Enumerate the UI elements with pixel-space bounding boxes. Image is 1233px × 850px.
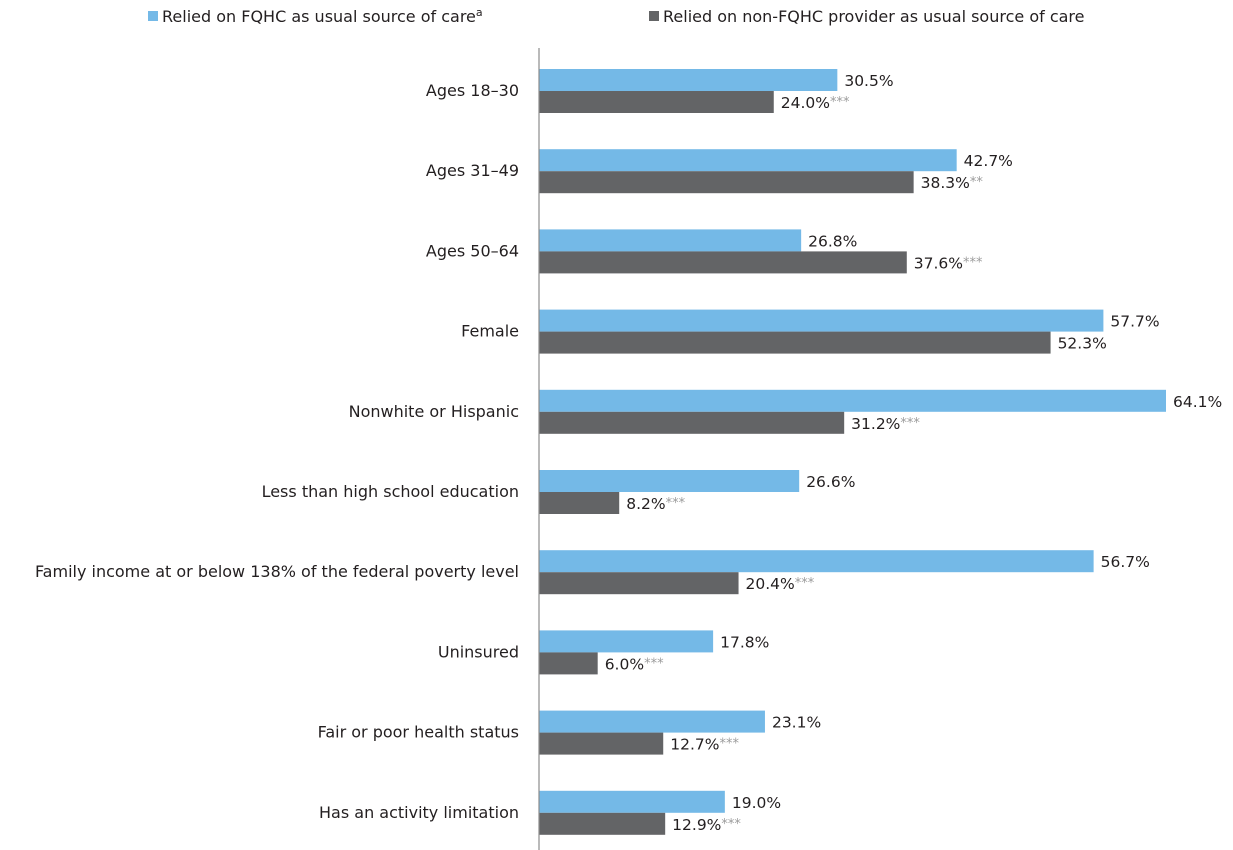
significance-marker: *** [666, 496, 686, 511]
legend-item: Relied on non-FQHC provider as usual sou… [649, 7, 1085, 26]
bar [539, 411, 845, 434]
category-label: Female [461, 322, 519, 341]
data-label: 23.1% [772, 714, 821, 732]
bar [539, 171, 914, 194]
bar [539, 69, 838, 91]
significance-marker: *** [795, 576, 815, 591]
data-label: 26.8% [808, 232, 857, 250]
bar [539, 812, 666, 835]
bar [539, 732, 664, 755]
category-group: Ages 50–64 26.8% 37.6%*** [426, 229, 983, 274]
significance-marker: *** [900, 416, 920, 431]
data-label: 31.2%*** [851, 415, 920, 433]
data-label: 8.2%*** [626, 495, 685, 513]
legend-superscript: a [476, 6, 483, 19]
data-label: 57.7% [1110, 313, 1159, 331]
data-label: 37.6%*** [914, 254, 983, 272]
data-label: 24.0%*** [781, 94, 850, 112]
category-label: Fair or poor health status [318, 723, 519, 742]
data-label: 30.5% [844, 72, 893, 90]
category-group: Family income at or below 138% of the fe… [35, 550, 1150, 595]
bar [539, 652, 598, 675]
bar [539, 630, 714, 653]
category-group: Has an activity limitation 19.0% 12.9%*** [319, 790, 781, 835]
bar [539, 389, 1166, 412]
category-group: Less than high school education 26.6% 8.2%… [262, 470, 855, 514]
bar-group: Ages 18–30 30.5% 24.0%*** Ages 31–49 42.7% 38… [35, 69, 1222, 835]
category-label: Ages 18–30 [426, 81, 519, 100]
data-label: 19.0% [732, 794, 781, 812]
data-label: 12.9%*** [672, 816, 741, 834]
bar [539, 309, 1104, 332]
category-group: Ages 18–30 30.5% 24.0%*** [426, 69, 894, 113]
category-label: Less than high school education [262, 482, 519, 501]
bar [539, 710, 765, 733]
significance-marker: *** [830, 95, 850, 110]
bar [539, 149, 957, 172]
legend-label: Relied on FQHC as usual source of carea [162, 6, 483, 26]
category-label: Ages 50–64 [426, 241, 519, 260]
data-label: 52.3% [1058, 335, 1107, 353]
data-label: 38.3%** [921, 174, 984, 192]
bar [539, 331, 1051, 354]
category-group: Nonwhite or Hispanic 64.1% 31.2%*** [349, 389, 1222, 434]
category-group: Female 57.7%52.3% [461, 309, 1160, 354]
legend-swatch [649, 11, 659, 21]
data-label: 6.0%*** [605, 655, 664, 673]
bar [539, 229, 802, 252]
category-label: Uninsured [438, 642, 519, 661]
data-label: 26.6% [806, 473, 855, 491]
significance-marker: ** [970, 175, 984, 190]
data-label: 56.7% [1101, 553, 1150, 571]
data-label: 12.7%*** [670, 736, 739, 754]
legend-swatch [148, 11, 158, 21]
bar [539, 572, 739, 595]
bar [539, 470, 800, 492]
significance-marker: *** [644, 656, 664, 671]
data-label: 17.8% [720, 633, 769, 651]
legend-item: Relied on FQHC as usual source of carea [148, 6, 483, 26]
bar [539, 251, 907, 274]
category-group: Fair or poor health status 23.1% 12.7%*** [318, 710, 821, 755]
data-label: 20.4%*** [746, 575, 815, 593]
bar [539, 492, 620, 514]
legend: Relied on FQHC as usual source of carea R… [148, 6, 1085, 26]
category-label: Has an activity limitation [319, 803, 519, 822]
data-label: 42.7% [964, 152, 1013, 170]
significance-marker: *** [721, 817, 741, 832]
data-label: 64.1% [1173, 393, 1222, 411]
category-label: Family income at or below 138% of the fe… [35, 562, 519, 581]
bar [539, 790, 725, 813]
category-label: Ages 31–49 [426, 161, 519, 180]
category-label: Nonwhite or Hispanic [349, 402, 519, 421]
category-group: Uninsured 17.8% 6.0%*** [438, 630, 769, 675]
legend-label: Relied on non-FQHC provider as usual sou… [663, 7, 1085, 26]
significance-marker: *** [963, 255, 983, 270]
significance-marker: *** [719, 737, 739, 752]
bar [539, 550, 1094, 573]
bar [539, 91, 774, 113]
category-group: Ages 31–49 42.7% 38.3%** [426, 149, 1013, 194]
